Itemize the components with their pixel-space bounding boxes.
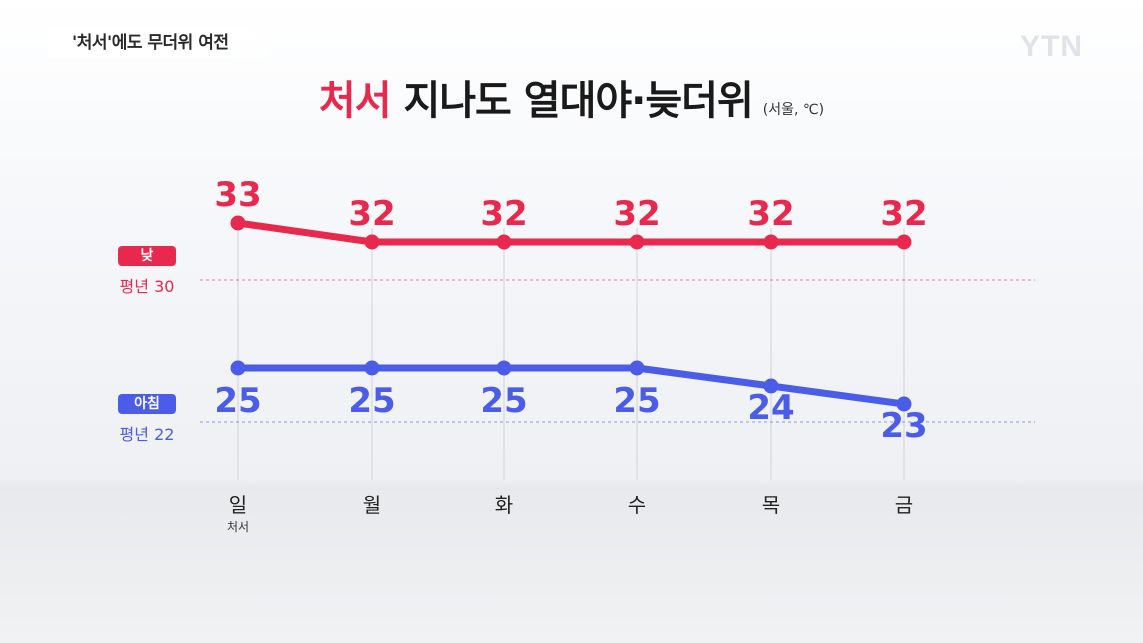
morning-value-label-1: 25 <box>348 381 395 421</box>
x-tick-label-3: 수 <box>627 493 647 517</box>
x-tick-note-0: 처서 <box>226 520 250 534</box>
day-point-4 <box>763 234 779 250</box>
day-value-label-2: 32 <box>480 194 527 234</box>
morning-point-4 <box>763 378 779 394</box>
day-point-3 <box>629 234 645 250</box>
morning-value-label-2: 25 <box>480 381 527 421</box>
day-series-line <box>234 219 908 246</box>
x-tick-label-2: 화 <box>494 493 514 517</box>
news-caption: '처서'에도 무더위 여전 <box>48 28 280 58</box>
morning-point-3 <box>629 360 645 376</box>
x-tick-label-5: 금 <box>894 493 914 517</box>
title-unit: (서울, ℃) <box>762 102 825 118</box>
morning-series-badge: 아침 <box>118 394 176 414</box>
day-value-label-3: 32 <box>613 194 660 234</box>
day-series-badge: 낮 <box>118 246 176 266</box>
ytn-logo: YTN <box>1020 30 1083 63</box>
day-normal-label: 평년 30 <box>119 277 175 296</box>
day-value-label-0: 33 <box>214 175 261 215</box>
day-point-1 <box>364 234 380 250</box>
day-value-label-4: 32 <box>747 194 794 234</box>
x-tick-label-4: 목 <box>761 493 781 517</box>
day-value-label-5: 32 <box>880 194 927 234</box>
morning-value-label-4: 24 <box>747 388 794 428</box>
x-tick-label-1: 월 <box>362 493 382 517</box>
chart-title: 처서 지나도 열대야·늦더위 (서울, ℃) <box>0 68 1143 126</box>
title-rest: 지나도 열대야·늦더위 <box>390 78 753 124</box>
day-value-label-1: 32 <box>348 194 395 234</box>
title-highlight: 처서 <box>318 78 392 124</box>
morning-value-label-0: 25 <box>214 381 261 421</box>
day-point-0 <box>230 215 246 231</box>
day-point-5 <box>896 234 912 250</box>
x-tick-label-0: 일 <box>228 493 248 517</box>
morning-series-line <box>234 364 908 408</box>
morning-value-label-5: 23 <box>880 406 927 446</box>
morning-point-1 <box>364 360 380 376</box>
morning-point-2 <box>496 360 512 376</box>
morning-normal-label: 평년 22 <box>119 425 175 444</box>
morning-value-label-3: 25 <box>613 381 660 421</box>
morning-point-5 <box>896 396 912 412</box>
day-point-2 <box>496 234 512 250</box>
morning-point-0 <box>230 360 246 376</box>
